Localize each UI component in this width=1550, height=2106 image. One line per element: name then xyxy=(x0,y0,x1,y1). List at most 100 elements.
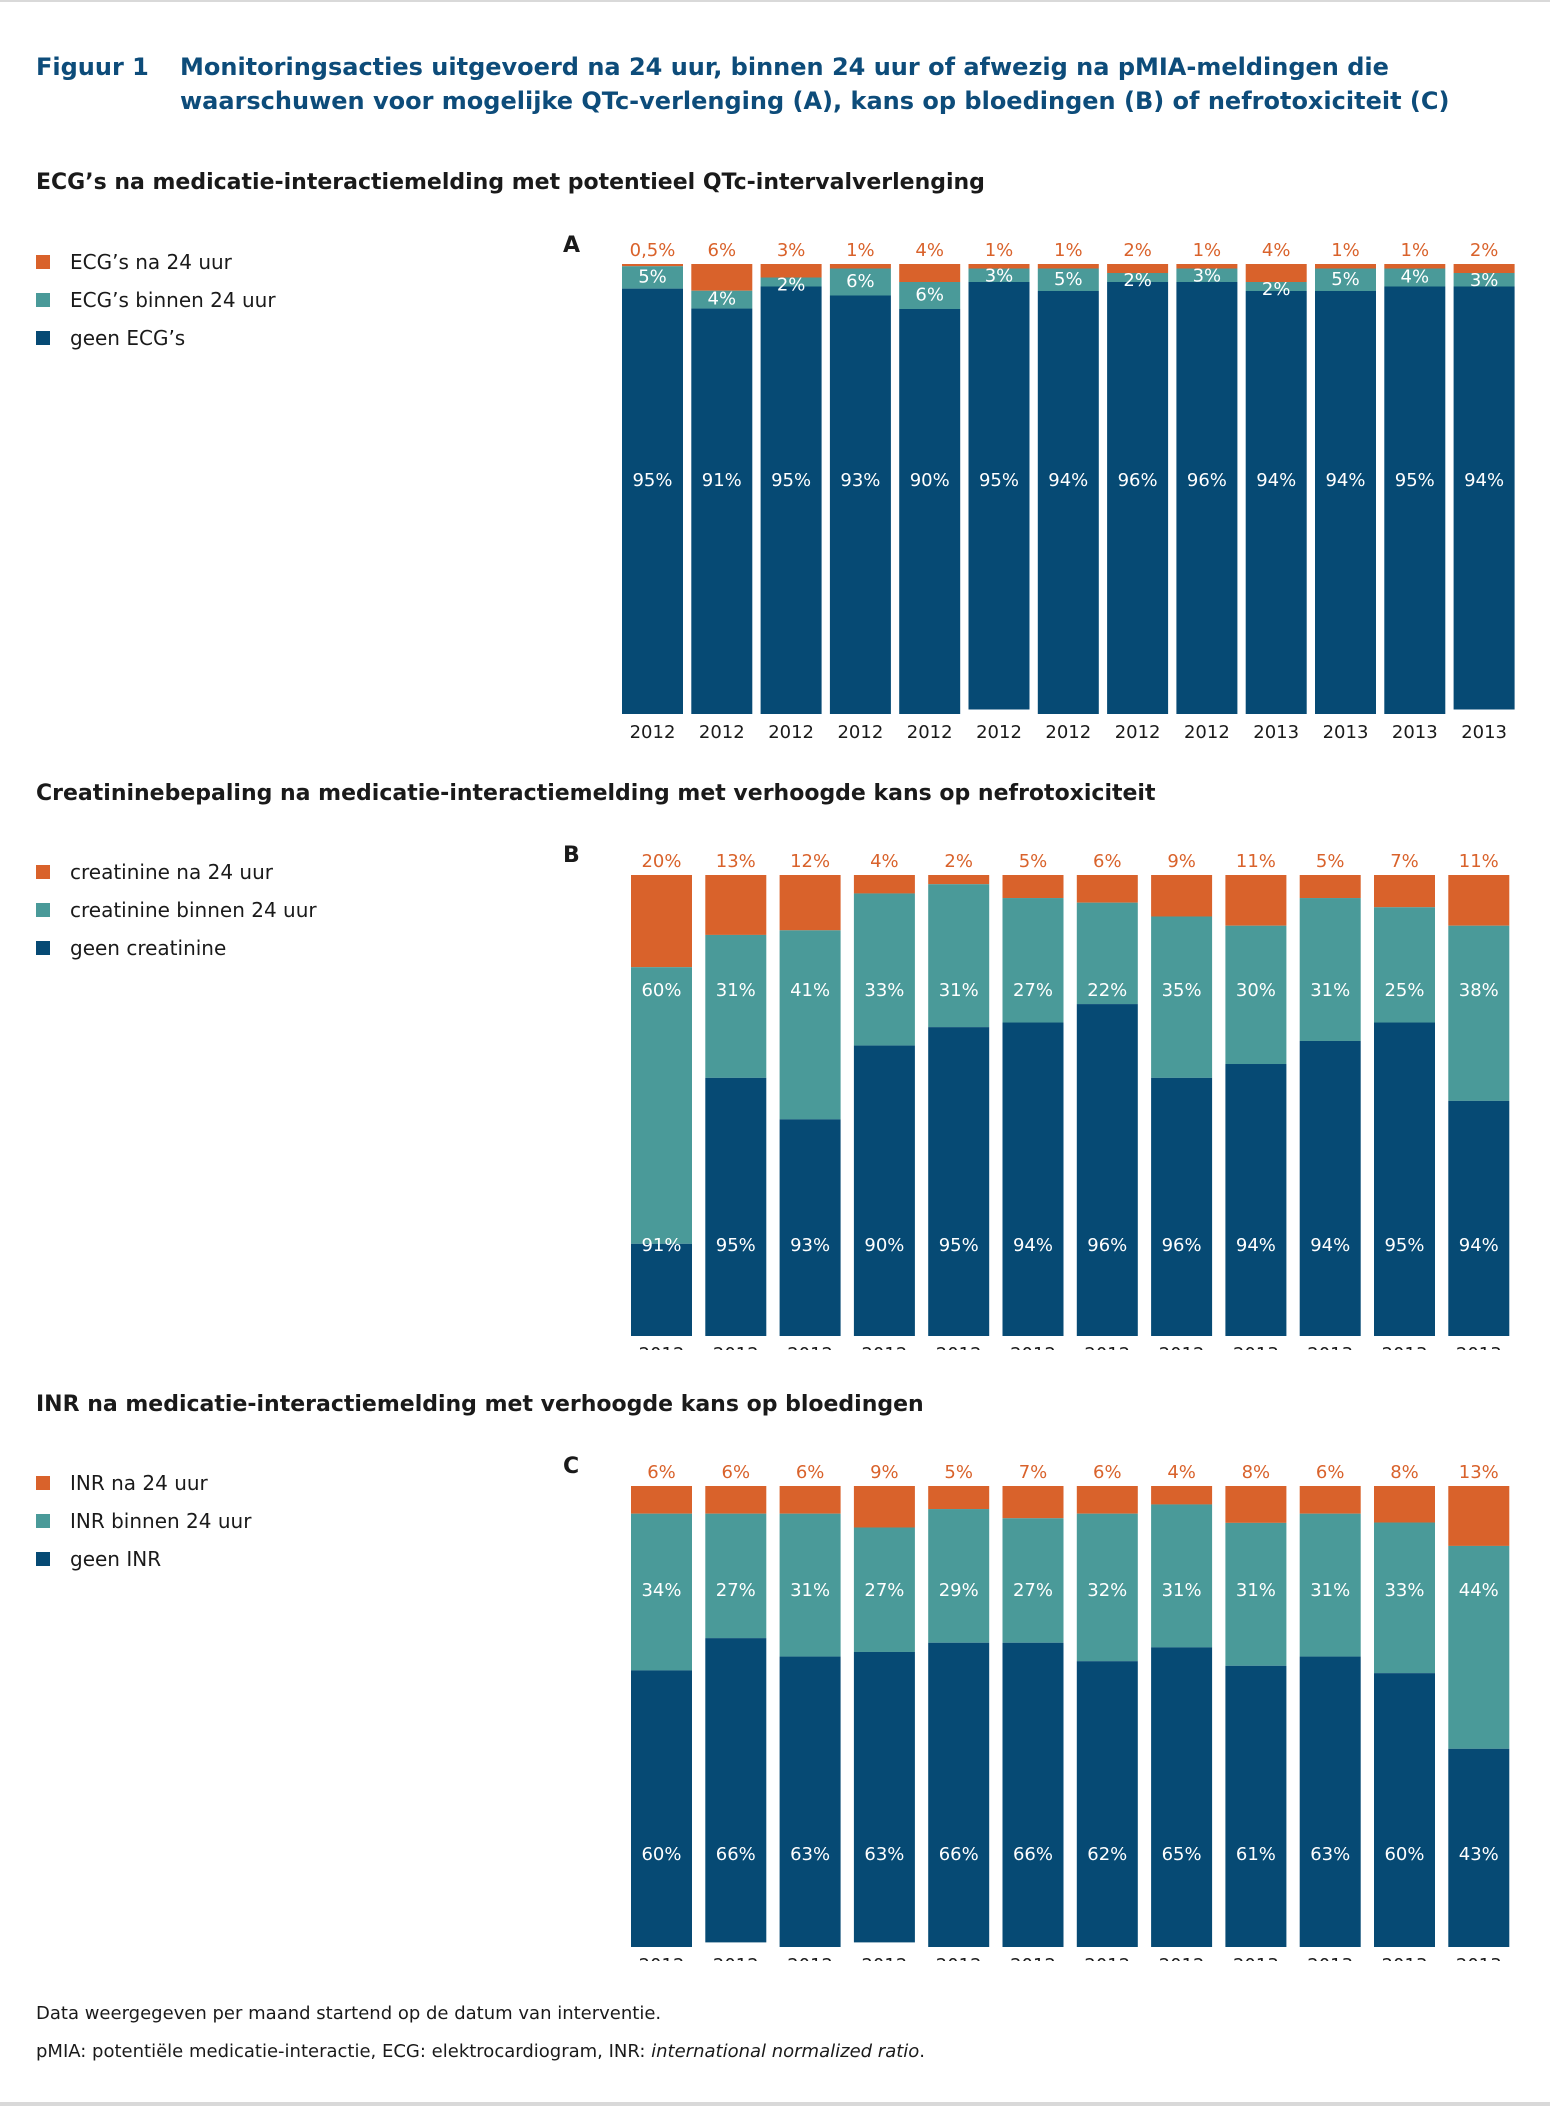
bar-binnen xyxy=(928,1509,990,1643)
bar-geen xyxy=(1107,282,1169,714)
data-label-geen: 61% xyxy=(1236,1844,1276,1865)
data-label-binnen: 44% xyxy=(1459,1580,1499,1601)
bar-geen xyxy=(1002,1642,1064,1947)
bar-geen xyxy=(691,308,753,714)
tick-label: 2013-02 xyxy=(1307,1955,1353,1961)
bar-na xyxy=(779,875,841,931)
bar-geen xyxy=(779,1656,841,1947)
panel-letter-b: B xyxy=(563,843,580,868)
bar-geen xyxy=(1448,1100,1510,1336)
data-label-geen: 94% xyxy=(1464,470,1504,491)
data-label-geen: 94% xyxy=(1310,1235,1350,1256)
data-label-geen: 96% xyxy=(1118,470,1158,491)
tick-label: 2012-09 xyxy=(936,1344,982,1350)
bar-geen xyxy=(705,1077,767,1336)
bar-na xyxy=(853,1486,915,1528)
data-label-binnen: 2% xyxy=(1123,270,1152,291)
bar-na xyxy=(928,1486,990,1510)
data-label-na: 1% xyxy=(1331,240,1360,261)
data-label-binnen: 33% xyxy=(864,980,904,1001)
bar-na xyxy=(1374,875,1435,908)
data-label-na: 6% xyxy=(722,1462,751,1483)
bar-binnen xyxy=(968,268,1030,282)
data-label-geen: 63% xyxy=(1310,1844,1350,1865)
bar-binnen xyxy=(1151,1504,1213,1648)
data-label-na: 1% xyxy=(1401,240,1430,261)
bar-geen xyxy=(899,309,961,714)
panel-letter-a: A xyxy=(563,233,581,258)
data-label-binnen: 32% xyxy=(1087,1580,1127,1601)
data-label-binnen: 4% xyxy=(1401,267,1430,288)
data-label-geen: 65% xyxy=(1162,1844,1202,1865)
section-title-c: INR na medicatie-interactiemelding met v… xyxy=(36,1392,924,1417)
bar-binnen xyxy=(928,884,990,1028)
bar-na xyxy=(1384,264,1446,269)
bar-na xyxy=(1245,264,1307,282)
bar-binnen xyxy=(631,967,692,1244)
data-label-geen: 93% xyxy=(840,470,880,491)
bar-geen xyxy=(779,1119,841,1336)
bar-binnen xyxy=(1037,268,1099,291)
bar-binnen xyxy=(1151,916,1213,1078)
bar-na xyxy=(1151,1486,1213,1505)
data-label-na: 6% xyxy=(796,1462,825,1483)
data-label-geen: 94% xyxy=(1013,1235,1053,1256)
data-label-geen: 94% xyxy=(1048,470,1088,491)
bar-na xyxy=(1299,1486,1361,1514)
bar-na xyxy=(899,264,961,282)
data-label-geen: 91% xyxy=(641,1235,681,1256)
bar-geen xyxy=(1299,1040,1361,1336)
data-label-geen: 66% xyxy=(939,1844,979,1865)
tick-label: 2013-01 xyxy=(1253,722,1299,740)
bar-binnen xyxy=(1225,1522,1287,1666)
data-label-na: 2% xyxy=(1470,240,1499,261)
tick-label: 2013-04 xyxy=(1456,1344,1502,1350)
data-label-binnen: 3% xyxy=(985,266,1014,287)
tick-label: 2012-09 xyxy=(976,722,1022,740)
bar-geen xyxy=(1225,1064,1287,1336)
tick-label: 2012-08 xyxy=(861,1955,907,1961)
bar-binnen xyxy=(1076,902,1138,1005)
data-label-na: 2% xyxy=(1123,240,1152,261)
bar-binnen xyxy=(1374,1522,1435,1674)
bar-geen xyxy=(1299,1656,1361,1947)
bar-geen xyxy=(1176,282,1238,714)
data-label-na: 4% xyxy=(915,240,944,261)
data-label-binnen: 5% xyxy=(1054,269,1083,290)
bar-geen xyxy=(705,1638,767,1943)
tick-label: 2012-12 xyxy=(1159,1955,1205,1961)
tick-label: 2012-11 xyxy=(1115,722,1161,740)
legend-label-geen: geen ECG’s xyxy=(70,326,186,350)
data-label-na: 8% xyxy=(1242,1462,1271,1483)
legend-swatch-geen xyxy=(36,941,50,955)
tick-label: 2012-05 xyxy=(639,1955,685,1961)
data-label-na: 11% xyxy=(1459,851,1499,872)
tick-label: 2012-07 xyxy=(787,1955,833,1961)
bar-geen xyxy=(1245,291,1307,714)
data-label-geen: 94% xyxy=(1325,470,1365,491)
legend-swatch-geen xyxy=(36,1552,50,1566)
data-label-na: 9% xyxy=(1167,851,1196,872)
footnote-abbreviations: pMIA: potentiële medicatie-interactie, E… xyxy=(36,2041,925,2062)
data-label-na: 6% xyxy=(708,240,737,261)
bar-binnen xyxy=(1002,1518,1064,1643)
data-label-binnen: 29% xyxy=(939,1580,979,1601)
data-label-binnen: 6% xyxy=(846,271,875,292)
bar-geen xyxy=(1151,1647,1213,1947)
legend-swatch-binnen xyxy=(36,903,50,917)
data-label-binnen: 25% xyxy=(1384,980,1424,1001)
bar-na xyxy=(1225,875,1287,926)
bar-na xyxy=(1002,875,1064,899)
chart-c: 6% 34% 60% 2012-05 6% 27% 66% 2012-06 6% 31% 63% 20… xyxy=(631,1462,1510,1961)
footnote-abbr-italic: international normalized ratio xyxy=(651,2041,920,2062)
bar-geen xyxy=(760,286,822,714)
tick-label: 2012-06 xyxy=(768,722,814,740)
footnote-abbr-suffix: . xyxy=(919,2041,926,2062)
bar-binnen xyxy=(1315,268,1376,291)
data-label-na: 8% xyxy=(1390,1462,1419,1483)
bar-na xyxy=(1374,1486,1435,1523)
data-label-na: 1% xyxy=(1054,240,1083,261)
data-label-na: 5% xyxy=(1316,851,1345,872)
bar-na xyxy=(1076,875,1138,903)
bar-geen xyxy=(631,1670,692,1947)
